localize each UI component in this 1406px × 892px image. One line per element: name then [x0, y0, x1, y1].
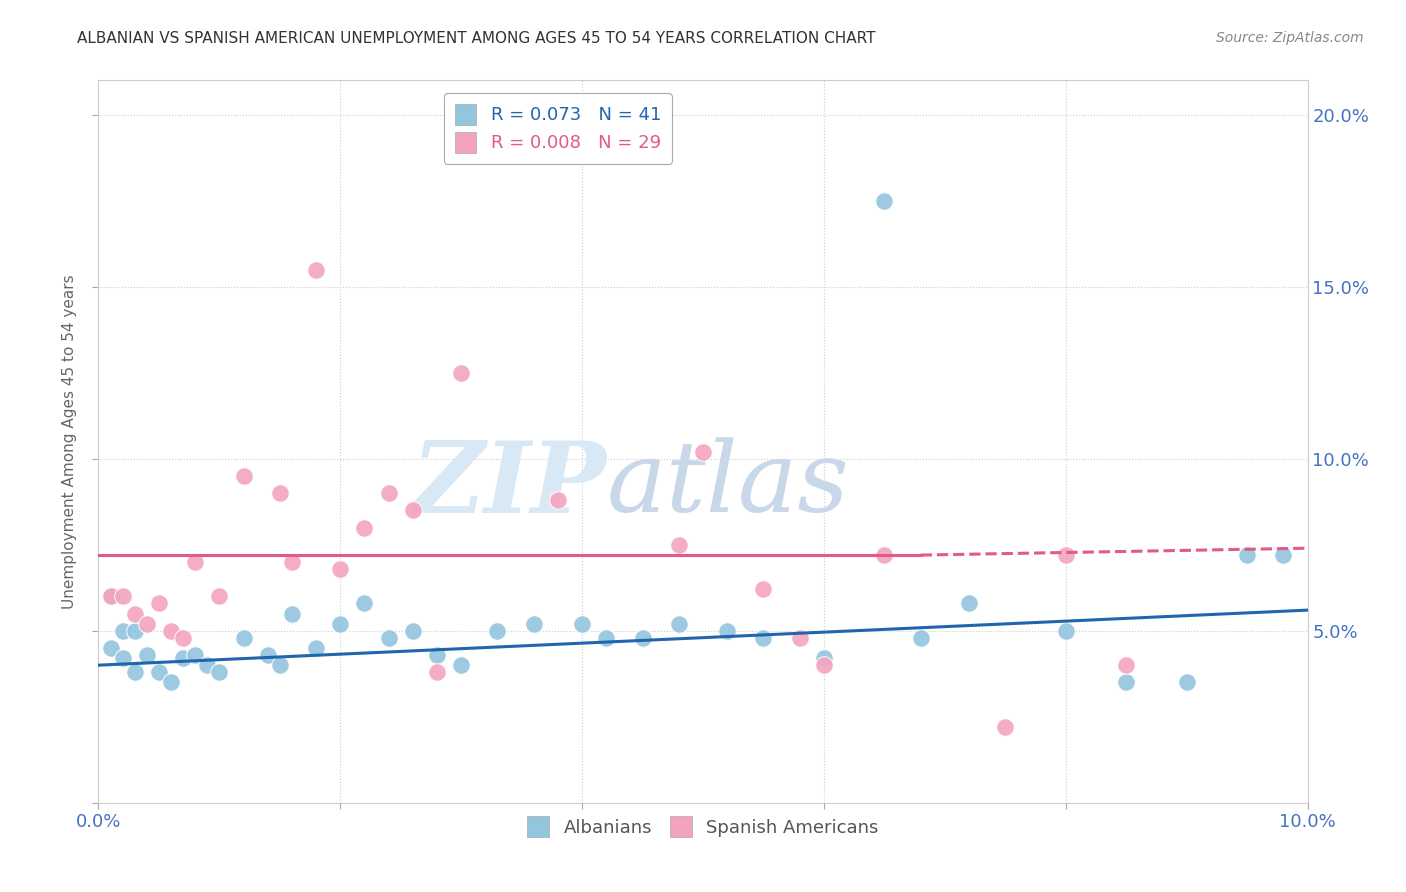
Point	[752, 631, 775, 645]
Point	[668, 538, 690, 552]
Point	[111, 590, 134, 604]
Point	[402, 503, 425, 517]
Point	[1054, 624, 1077, 638]
Point	[1272, 548, 1295, 562]
Point	[957, 596, 980, 610]
Point	[124, 665, 146, 679]
Point	[100, 590, 122, 604]
Point	[873, 548, 896, 562]
Point	[631, 631, 654, 645]
Point	[111, 651, 134, 665]
Point	[160, 675, 183, 690]
Point	[353, 596, 375, 610]
Point	[329, 562, 352, 576]
Point	[752, 582, 775, 597]
Point	[135, 616, 157, 631]
Point	[813, 651, 835, 665]
Point	[232, 469, 254, 483]
Point	[547, 493, 569, 508]
Point	[281, 607, 304, 621]
Point	[208, 665, 231, 679]
Point	[813, 658, 835, 673]
Point	[124, 607, 146, 621]
Point	[305, 640, 328, 655]
Point	[426, 665, 449, 679]
Point	[100, 590, 122, 604]
Text: Source: ZipAtlas.com: Source: ZipAtlas.com	[1216, 31, 1364, 45]
Point	[269, 658, 291, 673]
Text: atlas: atlas	[606, 437, 849, 533]
Point	[1115, 675, 1137, 690]
Point	[426, 648, 449, 662]
Point	[160, 624, 183, 638]
Point	[148, 665, 170, 679]
Point	[172, 651, 194, 665]
Point	[111, 624, 134, 638]
Point	[1175, 675, 1198, 690]
Point	[172, 631, 194, 645]
Point	[910, 631, 932, 645]
Point	[329, 616, 352, 631]
Point	[124, 624, 146, 638]
Point	[994, 720, 1017, 734]
Point	[402, 624, 425, 638]
Point	[305, 262, 328, 277]
Point	[353, 520, 375, 534]
Point	[716, 624, 738, 638]
Point	[184, 648, 207, 662]
Point	[184, 555, 207, 569]
Point	[595, 631, 617, 645]
Point	[148, 596, 170, 610]
Point	[486, 624, 509, 638]
Point	[571, 616, 593, 631]
Point	[789, 631, 811, 645]
Point	[195, 658, 218, 673]
Point	[450, 658, 472, 673]
Point	[135, 648, 157, 662]
Point	[269, 486, 291, 500]
Point	[668, 616, 690, 631]
Point	[208, 590, 231, 604]
Legend: Albanians, Spanish Americans: Albanians, Spanish Americans	[520, 809, 886, 845]
Point	[100, 640, 122, 655]
Point	[692, 445, 714, 459]
Point	[873, 194, 896, 208]
Point	[377, 486, 399, 500]
Text: ALBANIAN VS SPANISH AMERICAN UNEMPLOYMENT AMONG AGES 45 TO 54 YEARS CORRELATION : ALBANIAN VS SPANISH AMERICAN UNEMPLOYMEN…	[77, 31, 876, 46]
Point	[1054, 548, 1077, 562]
Y-axis label: Unemployment Among Ages 45 to 54 years: Unemployment Among Ages 45 to 54 years	[62, 274, 77, 609]
Point	[450, 366, 472, 380]
Point	[256, 648, 278, 662]
Point	[1236, 548, 1258, 562]
Point	[377, 631, 399, 645]
Point	[1115, 658, 1137, 673]
Point	[232, 631, 254, 645]
Point	[523, 616, 546, 631]
Point	[281, 555, 304, 569]
Text: ZIP: ZIP	[412, 437, 606, 533]
